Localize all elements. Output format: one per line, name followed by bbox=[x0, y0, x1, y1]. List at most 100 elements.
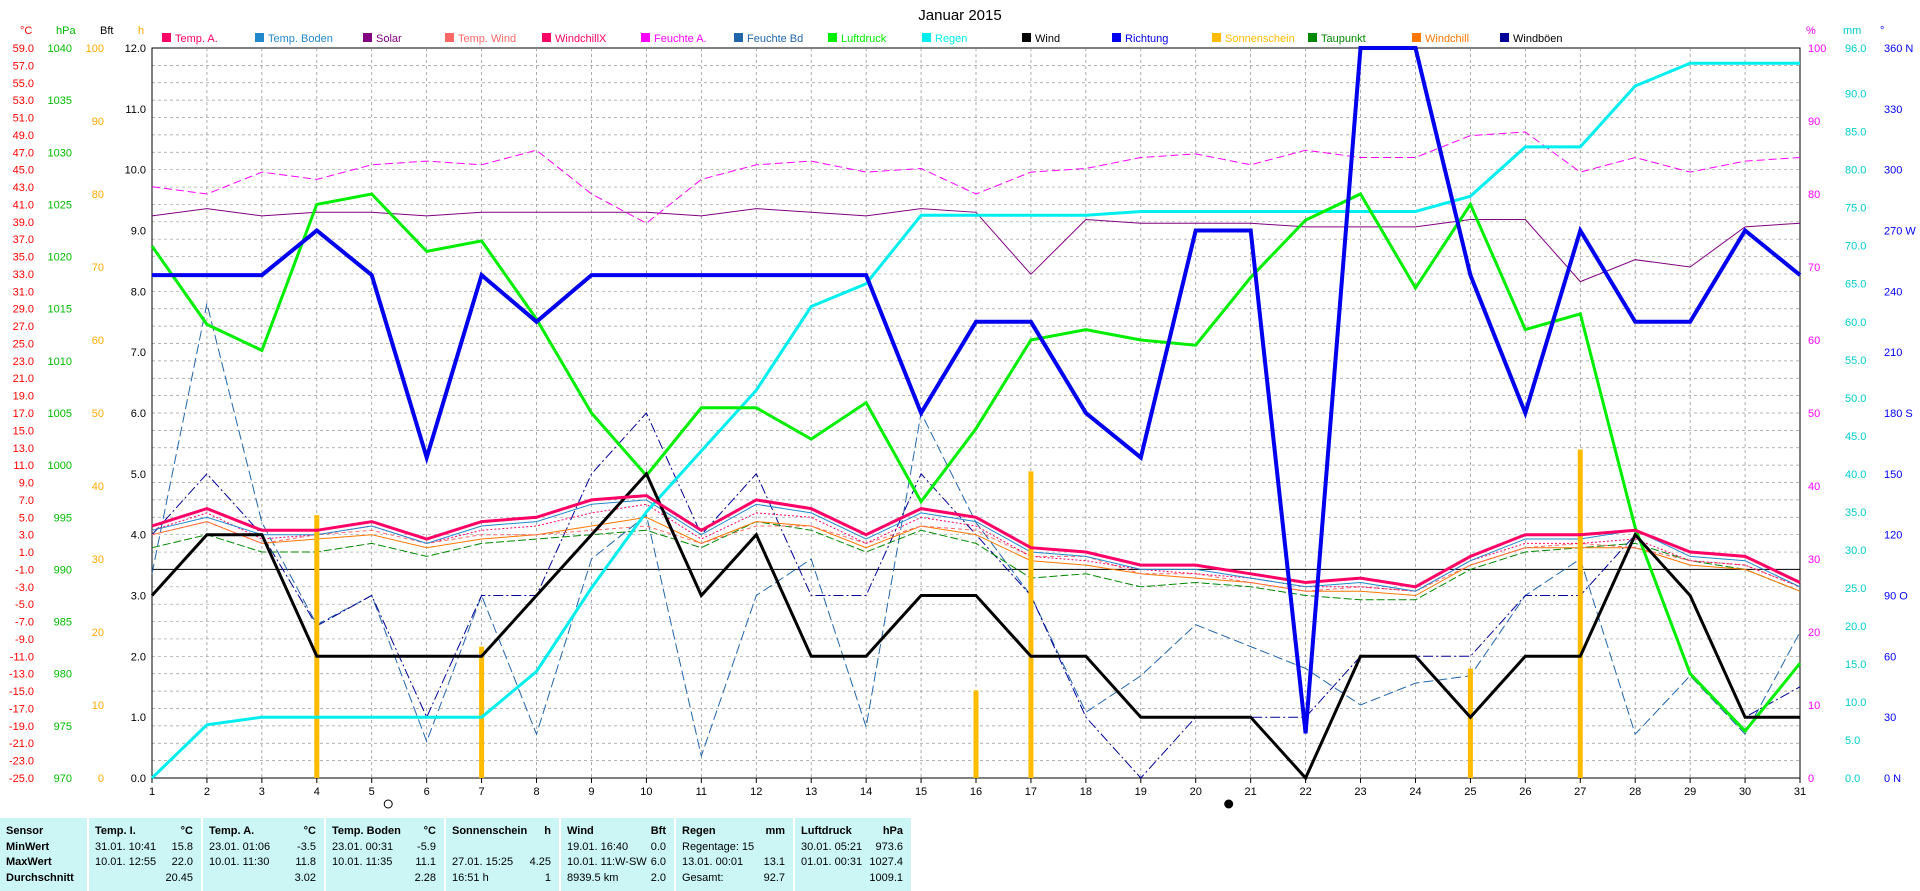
axis-tick-hpa: 1010 bbox=[48, 356, 72, 368]
axis-tick-bft: 11.0 bbox=[125, 104, 146, 116]
stats-title: Wind bbox=[567, 825, 594, 837]
x-tick-label: 18 bbox=[1080, 786, 1092, 798]
axis-tick-hpa: 985 bbox=[54, 617, 72, 629]
full-moon-icon bbox=[1224, 799, 1234, 809]
stats-max-when: 10.01. 11:W-SW bbox=[567, 856, 647, 868]
axis-unit-bft: Bft bbox=[100, 25, 113, 37]
series-line-regen bbox=[150, 61, 1800, 780]
axis-tick-deg: 180 S bbox=[1884, 408, 1913, 420]
axis-tick-bft: 7.0 bbox=[131, 347, 146, 359]
stats-max-when: 27.01. 15:25 bbox=[452, 856, 514, 868]
x-tick-label: 27 bbox=[1574, 786, 1586, 798]
axis-tick-temp: 57.0 bbox=[13, 60, 34, 72]
stats-header-max: MaxWert bbox=[6, 856, 52, 868]
axis-tick-bft: 8.0 bbox=[131, 286, 146, 298]
x-tick-label: 6 bbox=[424, 786, 430, 798]
axis-tick-deg: 360 N bbox=[1884, 43, 1913, 55]
legend-swatch-windchill bbox=[1412, 33, 1421, 42]
legend-label-windchillx: WindchillX bbox=[555, 33, 607, 45]
axis-tick-mm: 96.0 bbox=[1845, 43, 1866, 55]
axis-tick-temp: 43.0 bbox=[13, 182, 34, 194]
axis-tick-temp: -19.0 bbox=[9, 721, 34, 733]
axis-tick-pct: 70 bbox=[1808, 262, 1820, 274]
axis-tick-temp: 47.0 bbox=[13, 147, 34, 159]
stats-avg-when: 16:51 h bbox=[452, 872, 489, 884]
axis-tick-hpa: 970 bbox=[54, 773, 72, 785]
axis-tick-temp: 25.0 bbox=[13, 338, 34, 350]
axis-tick-temp: -7.0 bbox=[15, 617, 34, 629]
stats-max-value: 22.0 bbox=[171, 856, 193, 868]
stats-block: Regen mm Regentage: 15 13.01. 00:01 13.1 Gesa… bbox=[676, 818, 795, 891]
bar-sonnenschein bbox=[1028, 471, 1034, 778]
axis-tick-temp: 3.0 bbox=[19, 530, 34, 542]
axis-tick-temp: 59.0 bbox=[13, 43, 34, 55]
axis-tick-pct: 30 bbox=[1808, 554, 1820, 566]
axis-tick-temp: -21.0 bbox=[9, 738, 34, 750]
legend-swatch-sonnenschein bbox=[1212, 33, 1221, 42]
axis-tick-mm: 65.0 bbox=[1845, 279, 1866, 291]
axis-tick-h: 50 bbox=[92, 408, 104, 420]
legend-label-richtung: Richtung bbox=[1125, 33, 1168, 45]
axis-tick-temp: 15.0 bbox=[13, 425, 34, 437]
axis-tick-bft: 6.0 bbox=[131, 408, 146, 420]
axis-tick-pct: 50 bbox=[1808, 408, 1820, 420]
axis-tick-mm: 45.0 bbox=[1845, 431, 1866, 443]
x-tick-label: 7 bbox=[479, 786, 485, 798]
legend-swatch-luftdruck bbox=[828, 33, 837, 42]
x-tick-label: 14 bbox=[860, 786, 872, 798]
axis-tick-deg: 330 bbox=[1884, 104, 1902, 116]
stats-block: Wind Bft 19.01. 16:40 0.0 10.01. 11:W-SW 6.0 8… bbox=[561, 818, 676, 891]
legend-label-windchill: Windchill bbox=[1425, 33, 1469, 45]
legend-label-wind: Wind bbox=[1035, 33, 1060, 45]
stats-unit: h bbox=[544, 825, 551, 837]
legend-swatch-windb-en bbox=[1500, 33, 1509, 42]
axis-tick-deg: 0 N bbox=[1884, 773, 1901, 785]
chart-axes: 1 2 3 4 5 6 7 8 9 10 11 12 13 14 15 16 17 18 19 20 21 22 23 24 2… bbox=[9, 25, 1916, 809]
axis-tick-temp: -5.0 bbox=[15, 599, 34, 611]
axis-tick-mm: 25.0 bbox=[1845, 583, 1866, 595]
axis-tick-deg: 270 W bbox=[1884, 226, 1916, 238]
legend-label-temp-wind: Temp. Wind bbox=[458, 33, 516, 45]
stats-min-value: 0.0 bbox=[650, 841, 666, 853]
series-line-taupunkt bbox=[151, 521, 1801, 601]
legend-swatch-temp-a- bbox=[162, 33, 171, 42]
x-tick-label: 8 bbox=[533, 786, 539, 798]
axis-tick-pct: 0 bbox=[1808, 773, 1814, 785]
axis-tick-hpa: 1015 bbox=[48, 304, 72, 316]
stats-avg-value: 2.0 bbox=[650, 872, 666, 884]
legend-swatch-solar bbox=[363, 33, 372, 42]
x-tick-label: 24 bbox=[1409, 786, 1421, 798]
axis-tick-temp: 37.0 bbox=[13, 234, 34, 246]
stats-header-min: MinWert bbox=[6, 841, 50, 853]
legend-label-windb-en: Windböen bbox=[1513, 33, 1563, 45]
stats-max-value: 6.0 bbox=[650, 856, 666, 868]
axis-tick-deg: 210 bbox=[1884, 347, 1902, 359]
axis-tick-mm: 75.0 bbox=[1845, 203, 1866, 215]
axis-tick-temp: 39.0 bbox=[13, 217, 34, 229]
axis-tick-temp: 27.0 bbox=[13, 321, 34, 333]
axis-tick-hpa: 990 bbox=[54, 564, 72, 576]
stats-unit: °C bbox=[423, 825, 436, 837]
axis-unit-temp: °C bbox=[20, 25, 32, 37]
axis-unit-hpa: hPa bbox=[56, 25, 76, 37]
axis-tick-hpa: 1025 bbox=[48, 199, 72, 211]
axis-tick-h: 80 bbox=[92, 189, 104, 201]
stats-title: Luftdruck bbox=[801, 825, 852, 837]
axis-tick-bft: 9.0 bbox=[131, 226, 146, 238]
axis-tick-hpa: 1000 bbox=[48, 460, 72, 472]
stats-title: Temp. A. bbox=[209, 825, 255, 837]
legend-label-feuchte-a-: Feuchte A. bbox=[654, 33, 707, 45]
axis-tick-mm: 30.0 bbox=[1845, 545, 1866, 557]
axis-tick-temp: -11.0 bbox=[10, 651, 34, 663]
stats-block: Temp. Boden °C 23.01. 00:31 -5.9 10.01. 11:3… bbox=[326, 818, 446, 891]
x-tick-label: 10 bbox=[640, 786, 652, 798]
axis-tick-pct: 100 bbox=[1808, 43, 1826, 55]
x-tick-label: 28 bbox=[1629, 786, 1641, 798]
x-tick-label: 22 bbox=[1299, 786, 1311, 798]
axis-tick-temp: 33.0 bbox=[13, 269, 34, 281]
stats-max-when: 10.01. 11:30 bbox=[209, 856, 270, 868]
axis-tick-hpa: 1020 bbox=[48, 252, 72, 264]
legend-label-temp-a-: Temp. A. bbox=[175, 33, 218, 45]
stats-title: Temp. Boden bbox=[332, 825, 401, 837]
x-tick-label: 25 bbox=[1464, 786, 1476, 798]
